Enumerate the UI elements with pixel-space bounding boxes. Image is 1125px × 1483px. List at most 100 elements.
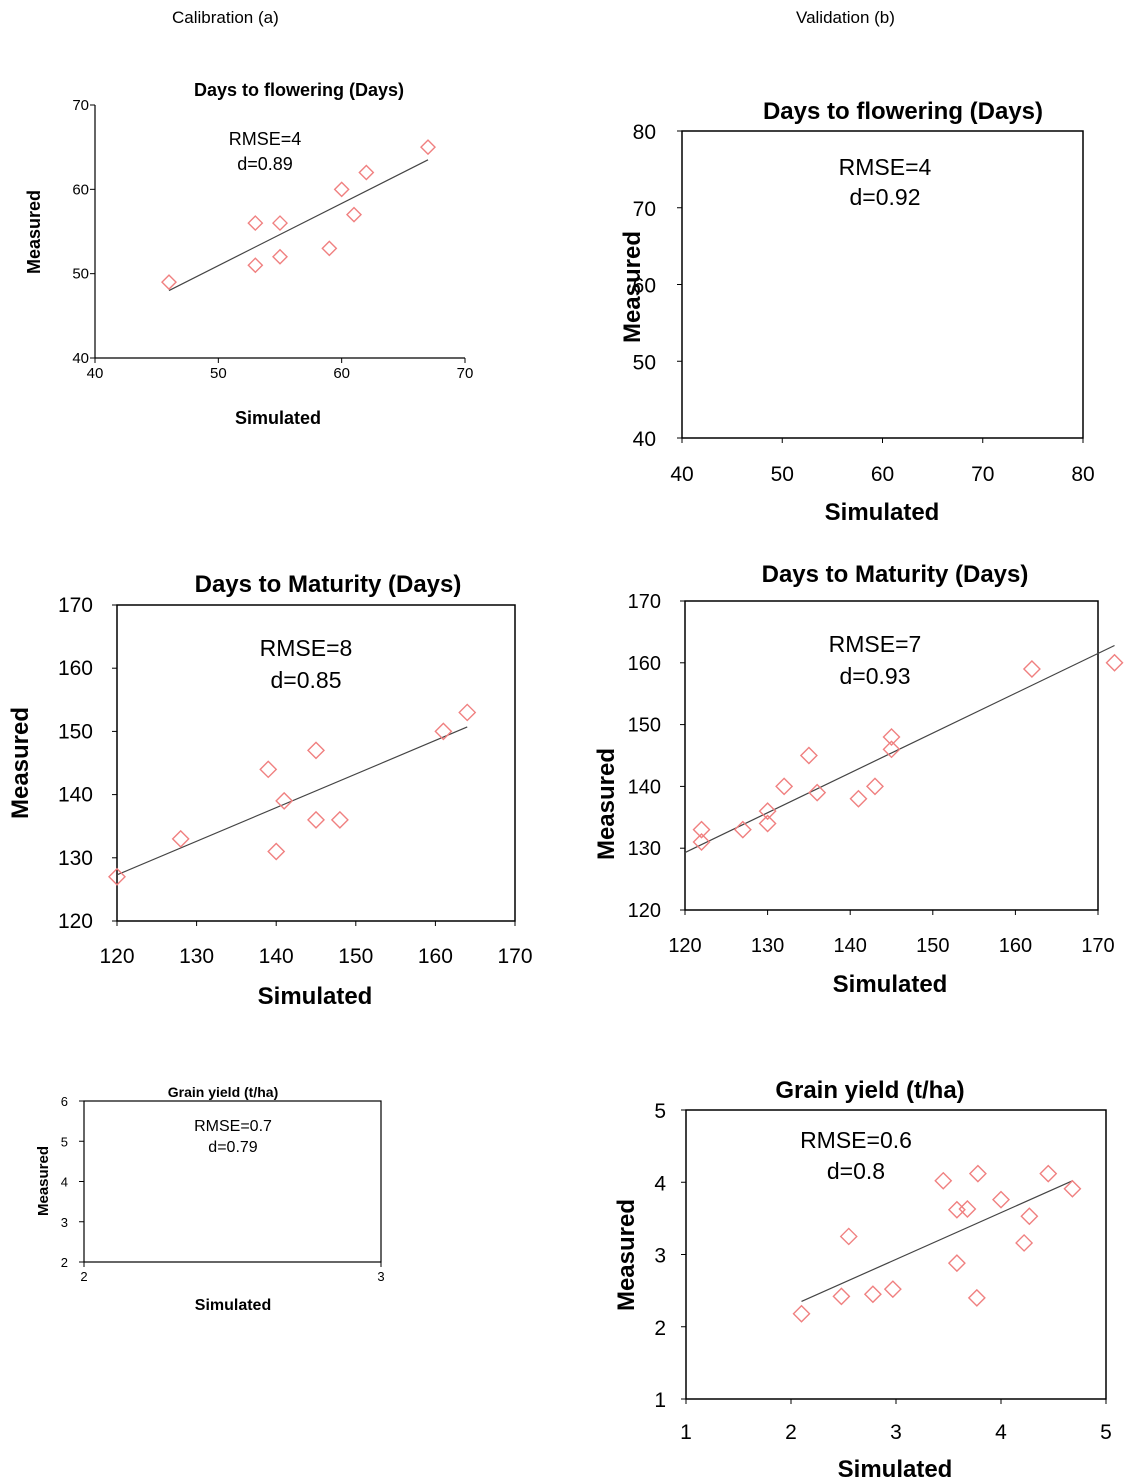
maturity-calibration-x-tick-label: 170 — [497, 945, 532, 968]
maturity-calibration-x-axis-label: Simulated — [258, 983, 373, 1010]
maturity-calibration-y-tick-label: 140 — [58, 784, 93, 807]
flowering-validation-title: Days to flowering (Days) — [763, 98, 1043, 125]
grain-yield-validation-data-point — [1063, 1179, 1082, 1198]
maturity-validation-d-annotation: d=0.93 — [840, 663, 911, 689]
maturity-validation-x-tick-label: 120 — [668, 935, 701, 957]
maturity-validation-x-axis-label: Simulated — [833, 971, 948, 998]
flowering-validation-rmse-annotation: RMSE=4 — [839, 154, 932, 180]
grain-yield-validation-x-tick-label: 4 — [995, 1421, 1007, 1444]
grain-yield-validation-data-point — [958, 1199, 977, 1218]
flowering-validation-x-tick-label: 80 — [1071, 463, 1094, 486]
grain-yield-validation-d-annotation: d=0.8 — [827, 1158, 885, 1184]
flowering-validation-y-tick-label: 60 — [633, 275, 656, 298]
maturity-validation-data-point — [733, 820, 752, 839]
grain-yield-validation-data-point — [992, 1190, 1010, 1209]
maturity-calibration-rmse-annotation: RMSE=8 — [260, 635, 353, 661]
maturity-calibration-data-point — [458, 703, 477, 722]
flowering-calibration-data-point — [161, 274, 177, 291]
flowering-calibration-data-point — [247, 215, 264, 232]
maturity-calibration-y-axis-label: Measured — [7, 707, 34, 819]
grain-yield-calibration-title: Grain yield (t/ha) — [168, 1084, 278, 1100]
grain-yield-validation-y-tick-label: 3 — [654, 1245, 666, 1268]
maturity-validation-y-tick-label: 130 — [628, 838, 661, 860]
calibration-column-title: Calibration (a) — [172, 8, 279, 27]
flowering-calibration-data-point — [333, 181, 350, 198]
grain-yield-validation-data-point — [968, 1164, 987, 1183]
grain-yield-validation-x-tick-label: 2 — [785, 1421, 797, 1444]
maturity-validation-y-tick-label: 120 — [628, 900, 661, 922]
maturity-calibration-y-tick-label: 160 — [58, 657, 93, 680]
maturity-calibration-x-tick-label: 130 — [179, 945, 214, 968]
maturity-calibration-data-point — [108, 867, 126, 886]
grain-yield-validation-data-point — [967, 1288, 986, 1307]
flowering-calibration-y-axis-label: Measured — [24, 190, 44, 274]
maturity-validation-x-tick-label: 150 — [916, 935, 949, 957]
grain-yield-validation-y-tick-label: 5 — [654, 1100, 666, 1123]
grain-yield-validation-data-point — [863, 1285, 882, 1304]
maturity-validation-y-tick-label: 170 — [628, 591, 661, 613]
flowering-calibration-data-point — [321, 240, 338, 257]
flowering-calibration-x-tick-label: 60 — [333, 365, 350, 382]
grain-yield-validation-x-tick-label: 1 — [680, 1421, 692, 1444]
flowering-calibration-y-tick-label: 40 — [72, 350, 89, 367]
grain-yield-validation-data-point — [1039, 1164, 1058, 1183]
grain-yield-validation-x-tick-label: 3 — [890, 1421, 902, 1444]
maturity-calibration-x-tick-label: 160 — [418, 945, 453, 968]
flowering-validation-x-tick-label: 50 — [771, 463, 794, 486]
grain-yield-validation-rmse-annotation: RMSE=0.6 — [800, 1127, 912, 1153]
maturity-validation-data-point — [882, 740, 901, 759]
maturity-calibration-y-tick-label: 150 — [58, 720, 93, 743]
flowering-validation-x-tick-label: 70 — [971, 463, 994, 486]
flowering-calibration-data-point — [346, 206, 362, 223]
flowering-calibration-data-point — [247, 257, 264, 274]
flowering-validation-y-tick-label: 80 — [633, 121, 656, 144]
grain-yield-validation-y-axis-label: Measured — [613, 1199, 640, 1311]
flowering-calibration-rmse-annotation: RMSE=4 — [229, 129, 302, 149]
grain-yield-validation-title: Grain yield (t/ha) — [775, 1077, 964, 1104]
grain-yield-validation-data-point — [883, 1280, 902, 1299]
grain-yield-validation-data-point — [947, 1254, 966, 1273]
grain-yield-calibration-rmse-annotation: RMSE=0.7 — [194, 1118, 272, 1135]
maturity-validation-y-tick-label: 150 — [628, 715, 661, 737]
maturity-calibration-x-tick-label: 150 — [338, 945, 373, 968]
maturity-calibration-x-tick-label: 120 — [99, 945, 134, 968]
grain-yield-validation-data-point — [839, 1227, 858, 1246]
grain-yield-calibration-y-axis-label: Measured — [35, 1146, 52, 1216]
grain-yield-calibration-y-tick-label: 5 — [61, 1134, 68, 1149]
maturity-validation-data-point — [849, 789, 868, 808]
maturity-validation-data-point — [882, 727, 901, 746]
maturity-calibration-data-point — [275, 791, 294, 810]
flowering-validation-x-tick-label: 60 — [871, 463, 894, 486]
grain-yield-calibration-y-tick-label: 3 — [61, 1215, 68, 1230]
maturity-calibration-y-tick-label: 130 — [58, 847, 93, 870]
maturity-calibration-data-point — [259, 760, 278, 779]
flowering-calibration-x-tick-label: 50 — [210, 365, 227, 382]
maturity-validation-title: Days to Maturity (Days) — [762, 561, 1029, 588]
flowering-calibration-data-point — [358, 164, 375, 181]
grain-yield-validation-data-point — [1020, 1207, 1039, 1226]
flowering-validation-x-tick-label: 40 — [670, 463, 693, 486]
maturity-validation-data-point — [692, 820, 711, 839]
maturity-calibration-y-tick-label: 120 — [58, 910, 93, 933]
flowering-calibration-x-axis-label: Simulated — [235, 408, 321, 428]
maturity-calibration-data-point — [307, 810, 325, 829]
grain-yield-calibration-y-tick-label: 2 — [61, 1255, 68, 1270]
maturity-validation-data-point — [758, 802, 777, 821]
maturity-validation-data-point — [758, 814, 777, 833]
flowering-calibration-trend-line — [168, 159, 429, 292]
maturity-validation-data-point — [692, 833, 711, 852]
maturity-validation-data-point — [808, 783, 827, 802]
flowering-validation-y-axis-label: Measured — [619, 231, 646, 343]
maturity-validation-data-point — [1022, 659, 1041, 678]
flowering-validation-x-axis-label: Simulated — [825, 499, 940, 526]
grain-yield-calibration-x-axis-label: Simulated — [195, 1297, 271, 1314]
grain-yield-validation-y-tick-label: 1 — [654, 1389, 666, 1412]
maturity-validation-data-point — [775, 777, 794, 796]
flowering-validation-y-tick-label: 70 — [633, 198, 656, 221]
maturity-calibration-plot-frame — [116, 604, 516, 922]
flowering-validation-y-tick-label: 50 — [633, 351, 656, 374]
maturity-validation-plot-frame — [684, 600, 1099, 911]
maturity-validation-data-point — [1105, 653, 1124, 672]
maturity-validation-x-tick-label: 130 — [751, 935, 784, 957]
